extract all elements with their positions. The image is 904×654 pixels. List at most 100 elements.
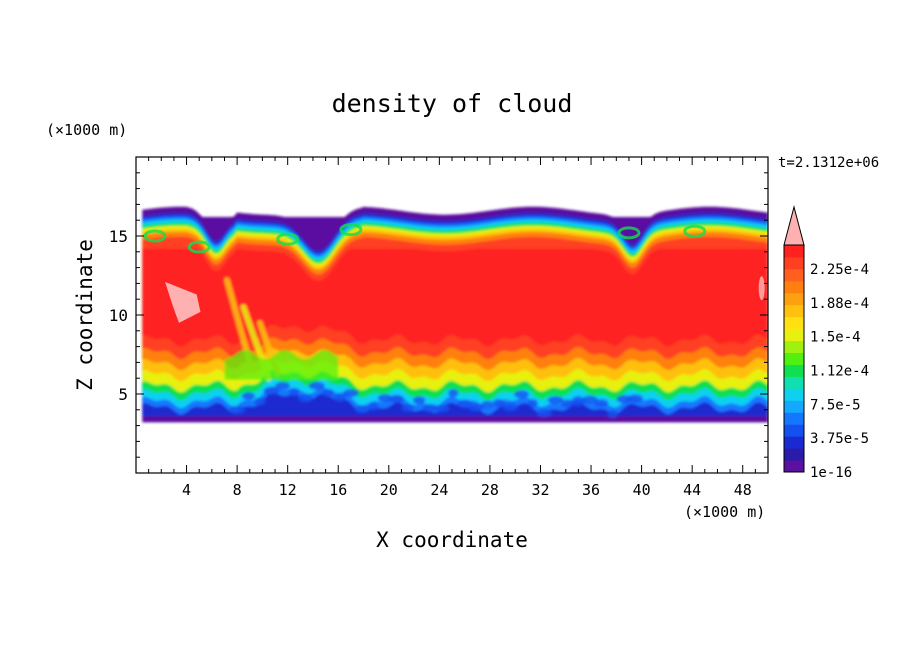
turbulent-blob (275, 381, 291, 390)
turbulent-blob (401, 403, 415, 412)
x-tick-label: 44 (683, 481, 701, 499)
x-tick-label: 12 (279, 481, 297, 499)
top-swirl (617, 226, 641, 240)
turbulent-blob (321, 388, 335, 397)
colorbar-swatch (784, 340, 804, 354)
colorbar-label: 1.12e-4 (810, 364, 869, 380)
turbulent-blob (354, 405, 370, 414)
turbulent-blob (527, 399, 538, 408)
turbulent-blob (457, 399, 472, 408)
turbulent-blob (547, 396, 564, 405)
x-tick-label: 40 (633, 481, 651, 499)
colorbar-swatch (784, 245, 804, 258)
turbulent-blob (434, 404, 450, 413)
turbulent-blob (616, 395, 632, 404)
colorbar-extend-triangle (783, 205, 805, 246)
turbulent-blob (581, 395, 598, 404)
colorbar-swatch (784, 460, 804, 473)
top-swirl (339, 223, 363, 237)
x-tick-label: 32 (531, 481, 549, 499)
colorbar-swatch (784, 352, 804, 365)
x-tick-label: 48 (734, 481, 752, 499)
density-contours (142, 206, 768, 423)
density-field (142, 206, 768, 423)
colorbar-swatch (784, 280, 804, 294)
colorbar-swatch (784, 388, 804, 401)
colorbar-label: 1.88e-4 (810, 296, 869, 312)
turbulent-blob (514, 390, 529, 399)
turbulent-blob (388, 394, 405, 403)
time-label: t=2.1312e+06 (778, 155, 879, 171)
x-tick-label: 4 (182, 481, 191, 499)
turbulent-blob (342, 389, 359, 398)
turbulent-blob (377, 394, 393, 403)
turbulent-blob (627, 394, 644, 403)
turbulent-blob (560, 399, 574, 408)
chart-title: density of cloud (332, 89, 573, 118)
turbulent-blob (263, 386, 280, 395)
colorbar-swatch (784, 400, 804, 413)
colorbar-swatch (784, 364, 804, 377)
colorbar-swatch (784, 304, 804, 318)
peak-patch-right (758, 276, 765, 301)
colorbar-swatch (784, 376, 804, 389)
turbulent-blob (368, 402, 379, 411)
turbulent-blob (253, 397, 266, 406)
turbulent-blob (333, 393, 346, 402)
colorbar-swatch (784, 436, 804, 449)
turbulent-blob (298, 393, 313, 402)
colorbar-label: 3.75e-5 (810, 431, 869, 447)
x-axis-label: X coordinate (376, 528, 528, 552)
colorbar-swatch (784, 328, 804, 342)
plume-base (224, 349, 339, 380)
colorbar-swatch (784, 268, 804, 282)
turbulent-blob (572, 398, 585, 407)
turbulent-blob (492, 399, 506, 408)
turbulent-blob (502, 402, 519, 411)
colorbar-label: 1e-16 (810, 465, 852, 481)
turbulent-blob (481, 400, 494, 409)
turbulent-blob (536, 408, 552, 417)
y-tick-label: 15 (109, 227, 128, 246)
y-unit-label: (×1000 m) (46, 121, 127, 139)
turbulent-blob (241, 392, 255, 401)
contour-band-9 (142, 248, 768, 347)
x-tick-label: 28 (481, 481, 499, 499)
colorbar-swatch (784, 412, 804, 425)
turbulent-blob (468, 403, 484, 412)
turbulent-blob (422, 403, 439, 412)
top-swirl (683, 224, 707, 238)
top-swirl (143, 229, 167, 243)
top-swirl (187, 240, 211, 254)
x-tick-label: 20 (380, 481, 398, 499)
turbulent-blob (607, 409, 618, 418)
x-tick-label: 8 (233, 481, 242, 499)
turbulent-blob (229, 405, 246, 414)
colorbar-label: 7.5e-5 (810, 397, 861, 413)
peak-patch (165, 281, 201, 323)
colorbar-swatch (784, 316, 804, 330)
turbulent-blob (448, 389, 459, 398)
colorbar-swatch (784, 448, 804, 461)
turbulent-blob (308, 381, 325, 390)
turbulent-blob (412, 396, 426, 405)
colorbar-label: 1.5e-4 (810, 330, 861, 346)
x-tick-label: 36 (582, 481, 600, 499)
y-tick-label: 5 (118, 385, 128, 404)
x-unit-label: (×1000 m) (684, 503, 765, 521)
colorbar-swatch (784, 256, 804, 270)
y-tick-label: 10 (109, 306, 128, 325)
x-tick-label: 16 (329, 481, 347, 499)
top-swirl (276, 232, 300, 246)
colorbar-swatch (784, 424, 804, 437)
colorbar: 2.25e-4 1.88e-4 1.5e-4 1.12e-4 7.5e-5 3.75e-5… (783, 205, 869, 481)
x-tick-label: 24 (430, 481, 448, 499)
turbulent-blob (593, 399, 609, 408)
plume-streak (224, 277, 253, 366)
y-axis-label: Z coordinate (73, 239, 97, 391)
turbulent-blob (288, 388, 300, 397)
colorbar-label: 2.25e-4 (810, 262, 869, 278)
